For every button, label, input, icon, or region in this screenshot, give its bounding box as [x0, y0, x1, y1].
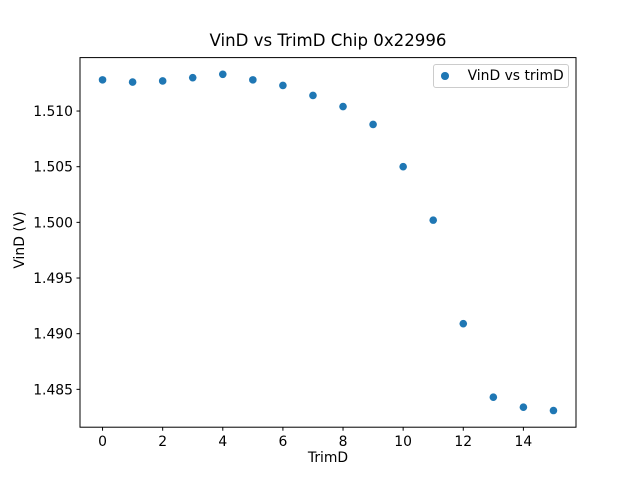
- data-point: [218, 70, 227, 79]
- legend-label: VinD vs trimD: [467, 68, 564, 84]
- data-point: [459, 319, 468, 328]
- data-point: [399, 162, 407, 171]
- data-point: [98, 76, 107, 84]
- data-point: [128, 78, 137, 86]
- data-point: [429, 216, 438, 224]
- y-tick-label: 1.505: [33, 160, 73, 176]
- x-tick-label: 12: [454, 434, 472, 450]
- x-tick-label: 4: [218, 434, 227, 450]
- y-tick-label: 1.495: [33, 271, 73, 287]
- y-tick-label: 1.490: [33, 327, 73, 343]
- x-tick-label: 6: [278, 434, 287, 450]
- data-point: [549, 406, 558, 415]
- x-axis-label: TrimD: [307, 450, 349, 466]
- legend: VinD vs trimD: [433, 64, 569, 88]
- legend-marker-dot: [441, 72, 449, 80]
- data-point: [369, 120, 377, 129]
- data-point: [188, 73, 197, 82]
- x-tick-label: 2: [158, 434, 167, 450]
- y-axis-label: VinD (V): [12, 211, 28, 269]
- x-tick-label: 14: [515, 434, 533, 450]
- data-point: [309, 91, 317, 100]
- data-point: [339, 102, 347, 111]
- chart-title: VinD vs TrimD Chip 0x22996: [209, 31, 447, 50]
- data-point: [489, 393, 498, 401]
- data-point: [249, 76, 257, 84]
- data-point: [519, 403, 528, 411]
- x-tick-label: 8: [339, 434, 348, 450]
- y-tick-label: 1.500: [33, 215, 73, 231]
- data-point: [158, 77, 167, 85]
- axes-frame: [79, 57, 577, 428]
- y-tick-label: 1.510: [33, 104, 73, 120]
- data-point: [279, 81, 287, 90]
- x-tick-label: 0: [98, 434, 107, 450]
- y-tick-label: 1.485: [33, 382, 73, 398]
- x-tick-label: 10: [394, 434, 412, 450]
